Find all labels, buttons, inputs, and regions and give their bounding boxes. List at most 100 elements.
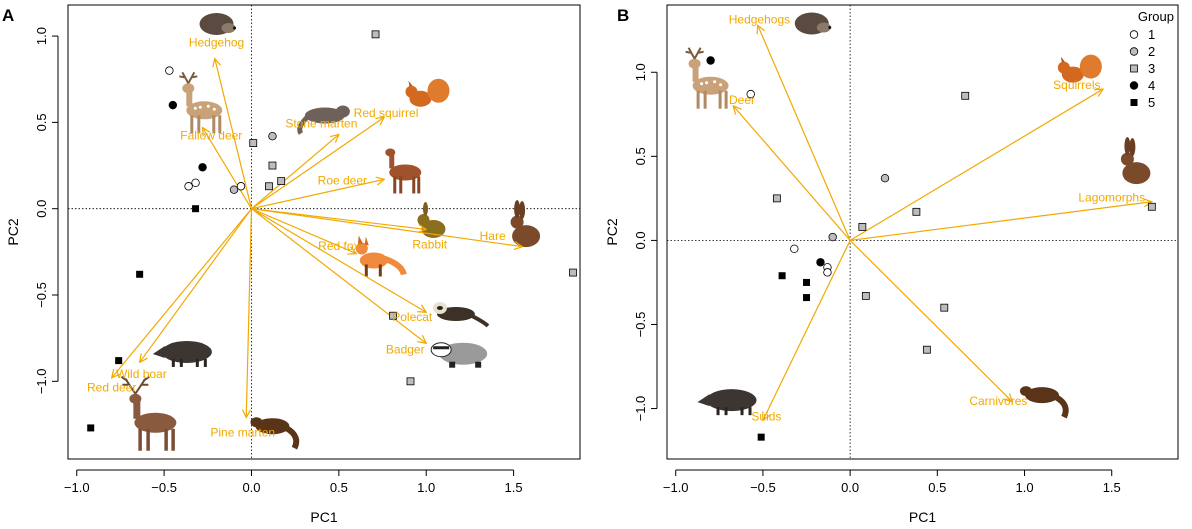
vector-label: Hedgehogs — [729, 12, 790, 26]
data-point-group-3 — [371, 30, 380, 39]
loading-arrow — [112, 208, 252, 378]
data-point-group-2 — [880, 173, 890, 183]
data-point-group-5 — [757, 433, 765, 441]
x-tick-label: 0.0 — [841, 480, 859, 495]
data-point-group-5 — [803, 294, 811, 302]
data-point-group-3 — [961, 91, 970, 100]
vector-label: Hare — [480, 229, 506, 243]
panel-letter: B — [617, 6, 629, 25]
vector-label: Deer — [729, 93, 755, 107]
data-point-group-3 — [389, 311, 397, 320]
data-point-group-3 — [912, 207, 921, 216]
data-point-group-5 — [87, 424, 95, 432]
y-tick-label: −0.5 — [633, 312, 648, 338]
data-point-group-5 — [136, 270, 144, 278]
legend-title: Group — [1138, 9, 1174, 24]
legend-label: 2 — [1148, 44, 1155, 59]
loading-arrow — [215, 59, 253, 209]
badger-illustration — [430, 342, 488, 368]
vector-label: Hedgehog — [189, 35, 244, 49]
data-point-group-2 — [229, 185, 239, 194]
x-tick-label: −0.5 — [750, 480, 776, 495]
y-tick-label: 0.0 — [34, 200, 49, 218]
vector-label: Carnivores — [969, 394, 1027, 408]
data-point-group-3 — [265, 182, 273, 191]
data-point-group-1 — [790, 244, 799, 254]
red-deer-illustration — [120, 375, 177, 451]
legend-marker-group-5 — [1130, 99, 1138, 106]
data-point-group-1 — [823, 268, 832, 277]
data-point-group-1 — [236, 182, 246, 191]
x-tick-label: 0.5 — [928, 480, 946, 495]
x-tick-label: 0.0 — [242, 480, 260, 495]
vector-label: Red fox — [318, 239, 359, 253]
data-point-group-3 — [858, 223, 867, 231]
loading-arrow — [246, 208, 253, 418]
y-tick-label: 0.0 — [633, 231, 648, 249]
legend-label: 4 — [1148, 78, 1155, 93]
y-axis-label: PC2 — [5, 218, 21, 245]
vector-label: Fallow deer — [180, 129, 242, 143]
y-tick-label: 0.5 — [34, 113, 49, 131]
plot-frame — [666, 4, 1179, 460]
data-point-group-4 — [816, 258, 825, 267]
data-point-group-1 — [746, 89, 755, 99]
wild-boar-illustration — [697, 389, 757, 416]
data-point-group-3 — [268, 161, 277, 170]
x-tick-label: −1.0 — [663, 480, 689, 495]
data-point-group-3 — [249, 139, 258, 147]
vector-label: Rabbit — [412, 237, 447, 251]
vector-label: Wild boar — [116, 367, 167, 381]
panel-a: A −1.0 −0.5 0.0 0.5 1.0 1.5 PC1 −1.0 −0.5 0.0 0.5 1.… — [2, 4, 581, 525]
data-point-group-5 — [778, 272, 786, 280]
loading-arrow — [203, 128, 252, 210]
legend-marker-group-4 — [1129, 81, 1139, 90]
loading-arrow — [251, 208, 522, 247]
x-tick-label: −1.0 — [64, 480, 90, 495]
loading-arrow — [251, 208, 426, 313]
panel-letter: A — [2, 6, 14, 25]
data-point-group-3 — [922, 345, 931, 354]
data-point-group-2 — [828, 232, 837, 242]
data-point-group-1 — [165, 66, 174, 75]
loading-arrow — [251, 208, 356, 254]
legend-marker-group-1 — [1129, 30, 1139, 39]
data-point-group-5 — [192, 205, 200, 213]
hare-illustration — [510, 200, 541, 248]
vector-label: Red squirrel — [354, 106, 419, 120]
x-tick-label: 1.5 — [1103, 480, 1121, 495]
data-point-group-4 — [168, 100, 178, 110]
x-tick-label: 1.0 — [1015, 480, 1033, 495]
vector-label: Red deer — [87, 381, 136, 395]
legend: Group 1 2 3 4 5 — [1129, 9, 1174, 110]
vector-label: Polecat — [392, 310, 433, 324]
stone-marten-illustration — [297, 105, 350, 135]
y-tick-label: 0.5 — [633, 147, 648, 165]
loading-arrow — [251, 179, 384, 210]
data-point-group-5 — [803, 278, 811, 286]
vector-label: Badger — [386, 343, 425, 357]
red-fox-illustration — [355, 235, 407, 277]
pine-marten-illustration — [1019, 386, 1069, 419]
y-tick-label: −1.0 — [633, 396, 648, 422]
polecat-illustration — [432, 301, 490, 328]
data-point-group-3 — [940, 303, 949, 312]
pine-marten-illustration — [250, 417, 300, 450]
data-point-group-1 — [191, 178, 200, 188]
loading-arrow — [849, 239, 1012, 401]
vector-label: Stone marten — [285, 117, 357, 131]
vector-label: Squirrels — [1053, 78, 1100, 92]
data-point-group-4 — [706, 56, 715, 65]
data-point-group-3 — [1147, 202, 1156, 211]
y-tick-label: 1.0 — [633, 63, 648, 81]
data-point-group-3 — [277, 177, 286, 185]
data-point-group-3 — [406, 377, 415, 386]
data-point-group-3 — [772, 194, 781, 203]
vector-label: Roe deer — [318, 174, 367, 188]
red-squirrel-illustration — [405, 78, 450, 107]
loading-arrow — [251, 208, 426, 344]
hare-illustration — [1120, 137, 1151, 185]
legend-label: 3 — [1148, 61, 1155, 76]
loading-arrow — [251, 117, 384, 210]
